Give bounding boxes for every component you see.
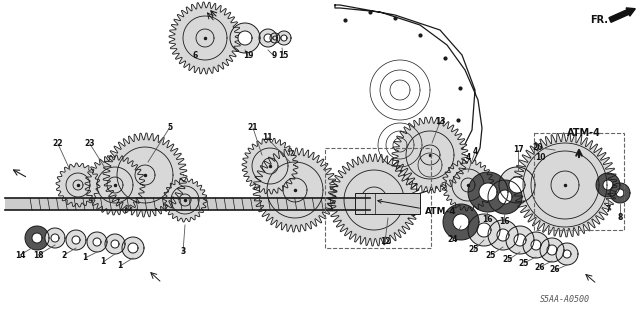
Text: 16: 16: [482, 216, 492, 225]
Polygon shape: [242, 138, 298, 194]
Text: 9: 9: [271, 51, 276, 61]
Text: 17: 17: [513, 145, 524, 154]
Polygon shape: [5, 198, 370, 210]
Text: 26: 26: [550, 265, 560, 275]
Text: S5AA-A0500: S5AA-A0500: [540, 295, 590, 305]
Polygon shape: [509, 177, 525, 193]
Polygon shape: [523, 232, 549, 258]
Text: 25: 25: [503, 256, 513, 264]
Text: 1: 1: [83, 254, 88, 263]
Polygon shape: [238, 31, 252, 45]
Polygon shape: [443, 204, 479, 240]
Text: 4: 4: [465, 153, 470, 162]
Text: 14: 14: [15, 250, 25, 259]
Polygon shape: [111, 240, 119, 248]
Polygon shape: [506, 226, 534, 254]
Polygon shape: [513, 133, 617, 237]
Polygon shape: [122, 237, 144, 259]
Text: 21: 21: [248, 123, 259, 132]
Polygon shape: [32, 233, 42, 243]
Text: 20: 20: [532, 144, 543, 152]
Polygon shape: [603, 180, 613, 190]
Polygon shape: [230, 23, 260, 53]
Polygon shape: [488, 220, 518, 250]
Text: 1: 1: [100, 257, 106, 266]
Text: 26: 26: [535, 263, 545, 271]
Polygon shape: [610, 183, 630, 203]
Polygon shape: [25, 226, 49, 250]
Polygon shape: [281, 35, 287, 41]
Text: 2: 2: [61, 250, 67, 259]
Polygon shape: [72, 236, 80, 244]
Polygon shape: [392, 117, 468, 193]
Polygon shape: [259, 29, 277, 47]
Polygon shape: [328, 154, 420, 246]
Polygon shape: [514, 234, 526, 246]
Polygon shape: [253, 148, 337, 232]
Polygon shape: [442, 159, 494, 211]
Text: 22: 22: [52, 139, 63, 149]
Polygon shape: [277, 31, 291, 45]
Polygon shape: [468, 214, 500, 246]
Text: 16: 16: [499, 218, 509, 226]
Text: 12: 12: [380, 238, 390, 247]
Text: FR.: FR.: [590, 15, 608, 25]
Text: 23: 23: [84, 139, 95, 149]
Text: 24: 24: [448, 235, 458, 244]
Polygon shape: [453, 214, 469, 230]
Polygon shape: [531, 240, 541, 250]
Polygon shape: [66, 230, 86, 250]
Polygon shape: [264, 34, 272, 42]
Polygon shape: [87, 232, 107, 252]
Text: 25: 25: [469, 246, 479, 255]
Text: 4: 4: [472, 147, 477, 157]
Polygon shape: [355, 193, 420, 214]
Polygon shape: [498, 190, 512, 204]
Polygon shape: [93, 238, 101, 246]
Text: 1: 1: [117, 262, 123, 271]
Polygon shape: [479, 183, 497, 201]
Text: 11: 11: [262, 133, 272, 143]
Polygon shape: [468, 172, 508, 212]
Text: 5: 5: [168, 122, 173, 131]
Polygon shape: [169, 2, 241, 74]
Polygon shape: [596, 173, 620, 197]
Text: 6: 6: [193, 51, 198, 61]
Polygon shape: [103, 133, 187, 217]
Polygon shape: [45, 228, 65, 248]
Polygon shape: [616, 189, 624, 197]
Text: 10: 10: [535, 153, 545, 162]
Text: 8: 8: [618, 213, 623, 222]
Polygon shape: [499, 167, 535, 203]
Polygon shape: [540, 238, 564, 262]
Polygon shape: [477, 223, 491, 237]
Polygon shape: [547, 245, 557, 255]
Polygon shape: [488, 180, 522, 214]
Polygon shape: [163, 178, 207, 222]
Text: 15: 15: [278, 50, 288, 60]
Text: 25: 25: [519, 258, 529, 268]
Polygon shape: [51, 234, 59, 242]
Text: 18: 18: [33, 250, 44, 259]
Polygon shape: [85, 155, 145, 215]
Polygon shape: [56, 163, 100, 207]
FancyArrow shape: [609, 8, 636, 22]
Polygon shape: [128, 243, 138, 253]
Polygon shape: [563, 250, 571, 258]
Text: 25: 25: [486, 250, 496, 259]
Text: 13: 13: [435, 117, 445, 127]
Text: 19: 19: [243, 51, 253, 61]
Polygon shape: [556, 243, 578, 265]
Polygon shape: [105, 234, 125, 254]
Text: ATM-4: ATM-4: [378, 200, 456, 217]
Polygon shape: [497, 229, 509, 241]
Text: 3: 3: [180, 248, 186, 256]
Text: ATM-4: ATM-4: [567, 128, 601, 138]
Text: 7: 7: [605, 205, 611, 214]
